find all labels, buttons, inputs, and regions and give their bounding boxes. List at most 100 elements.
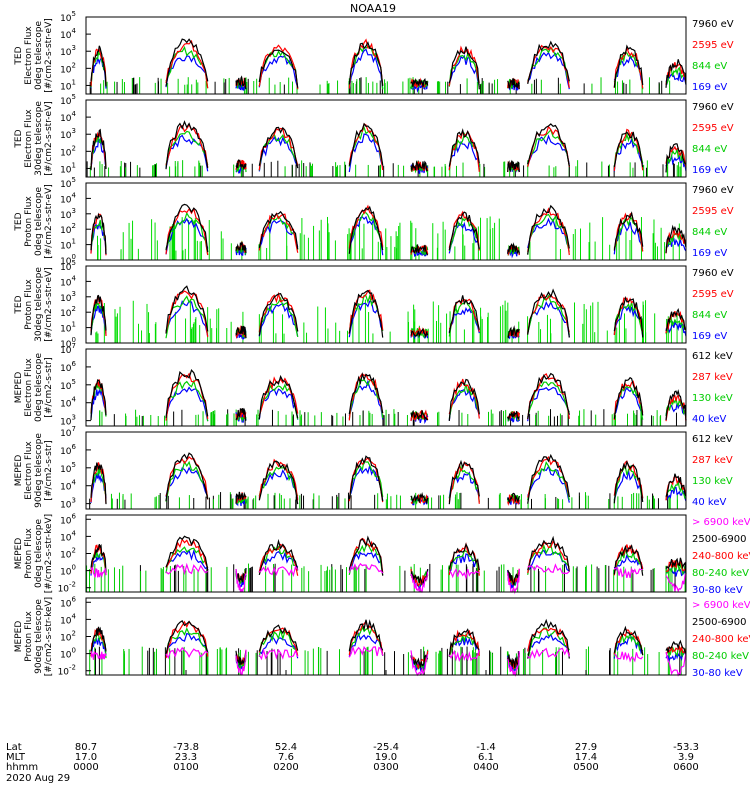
panel-4-series-4-pass-3 <box>235 325 247 339</box>
ytick-exponent: 3 <box>72 207 76 215</box>
ytick-exponent: 5 <box>72 259 76 267</box>
panel-8-series-5-pass-7 <box>448 649 480 662</box>
panel-2-series-1-pass-9 <box>527 134 570 165</box>
panel-3-series-3-pass-7 <box>448 210 480 251</box>
panel-5-ytick-label: 106 <box>60 360 76 374</box>
panel-6-series-4-pass-1 <box>90 462 107 505</box>
panel-1-ytick-label: 103 <box>60 44 76 58</box>
panel-1-ylabel-line: [#/cm2-s-str-eV] <box>44 18 54 93</box>
panel-4-series-4-pass-11 <box>665 307 687 332</box>
panel-4-series-1-pass-10 <box>613 305 644 337</box>
panel-5-series-4-pass-2 <box>165 369 209 418</box>
panel-7-series-5-pass-4 <box>258 565 299 578</box>
panel-2-series-1-pass-2 <box>165 134 209 172</box>
panel-3-ylabel-line: 0deg telescope <box>34 187 44 257</box>
panel-2-series-4-pass-1 <box>90 128 107 171</box>
panel-5-series-4-pass-9 <box>527 372 570 419</box>
panel-3-series-4-pass-3 <box>235 241 247 253</box>
panel-2-series-4-pass-5 <box>348 122 384 166</box>
panel-8-ylabel-line: MEPED <box>14 621 24 653</box>
panel-8-legend-item: > 6900 keV <box>692 600 750 611</box>
panel-4-ytick-label: 104 <box>60 274 76 288</box>
panel-8-data <box>89 618 687 677</box>
panel-6-legend-item: 130 keV <box>692 476 733 487</box>
panel-1-series-4-pass-4 <box>258 49 299 88</box>
panel-5-series-1-pass-4 <box>258 388 299 420</box>
panel-5-series-2-pass-5 <box>348 378 384 419</box>
panel-1: 101 102 103 104 105 TED Electron Flux 0deg tele… <box>14 10 734 95</box>
ytick-exponent: 3 <box>72 290 76 298</box>
panel-2-ylabel-line: TED <box>14 129 24 148</box>
panel-3-series-4-pass-9 <box>527 204 570 255</box>
panel-8-ylabel: MEPED Proton Flux 90deg telescope [#/cm2-s-… <box>14 597 54 676</box>
panel-8-series-5-pass-10 <box>614 651 644 663</box>
panel-5-series-1-pass-5 <box>348 379 384 420</box>
ytick-exponent: 4 <box>72 479 77 487</box>
panel-1-legend-item: 2595 eV <box>692 40 734 51</box>
panel-6-series-2-pass-10 <box>613 465 644 501</box>
panel-8-series-4-pass-3 <box>235 650 247 665</box>
panel-7-series-5-pass-10 <box>613 567 643 579</box>
panel-4-series-3-pass-2 <box>165 290 209 338</box>
x-tick-hhmm: 0200 <box>273 762 298 773</box>
ytick-exponent: 4 <box>72 191 77 199</box>
panel-8-series-5-pass-5 <box>348 645 384 658</box>
panel-1-series-4-pass-1 <box>90 45 107 87</box>
x-tick-hhmm: 0000 <box>73 762 98 773</box>
panel-4-series-1-pass-11 <box>665 320 687 337</box>
panel-1-legend-item: 7960 eV <box>692 19 734 30</box>
panel-5-series-1-pass-1 <box>90 388 107 418</box>
panel-7-series-3-pass-9 <box>527 540 570 574</box>
x-tick-lat: -25.4 <box>373 742 399 753</box>
panel-7-series-5-pass-3 <box>235 568 247 593</box>
panel-1-series-4-pass-10 <box>613 44 644 88</box>
panel-8-series-5-pass-4 <box>258 647 299 661</box>
panel-8-series-4-pass-10 <box>613 625 644 656</box>
x-row-label-mlt: MLT <box>6 752 26 763</box>
panel-6-series-4-pass-2 <box>165 452 209 502</box>
panel-7-series-4-pass-2 <box>165 535 209 571</box>
panel-8-ylabel-line: Proton Flux <box>24 611 34 662</box>
x-tick-mlt: 17.0 <box>75 752 97 763</box>
panel-2-series-4-pass-7 <box>448 128 480 167</box>
panel-6-ylabel: MEPED Electron Flux 90deg telescope [#/cm2-… <box>14 433 54 508</box>
panel-2-series-3-pass-6 <box>410 161 429 172</box>
panel-8-ytick-label: 100 <box>60 647 76 661</box>
panel-6-series-2-pass-2 <box>165 460 209 502</box>
panel-7-series-2-pass-10 <box>613 549 644 573</box>
panel-3-series-4-pass-11 <box>665 224 687 254</box>
ytick-exponent: 4 <box>72 612 77 620</box>
panel-7-series-4-pass-7 <box>448 542 480 571</box>
panel-8-series-4-pass-4 <box>258 624 299 652</box>
panel-8-ytick-label: 104 <box>60 612 76 626</box>
panel-1-series-4-pass-3 <box>235 75 247 90</box>
panel-1-series-4-pass-5 <box>348 41 384 87</box>
panel-5-series-4-pass-7 <box>448 378 480 421</box>
panel-7-data <box>86 535 687 595</box>
panel-3-series-2-pass-5 <box>348 212 384 251</box>
panel-6-ytick-label: 104 <box>60 479 76 493</box>
panel-3-series-3-pass-5 <box>348 204 384 249</box>
panel-5-data <box>90 369 687 426</box>
panel-3-ytick-label: 101 <box>60 238 76 252</box>
panel-7-series-4-pass-4 <box>258 538 299 576</box>
panel-4-series-2-pass-9 <box>527 294 570 336</box>
panel-7-series-3-pass-11 <box>665 559 687 573</box>
panel-8-series-4-pass-8 <box>507 653 520 668</box>
ytick-exponent: 2 <box>72 630 76 638</box>
x-tick-lat: -73.8 <box>173 742 199 753</box>
panel-5-series-4-pass-11 <box>665 389 687 421</box>
ytick-exponent: 0 <box>72 564 76 572</box>
panel-7-ylabel-line: MEPED <box>14 538 24 570</box>
panel-2-ytick-label: 105 <box>60 93 76 107</box>
panel-3-data <box>90 203 687 260</box>
panel-7-series-1-pass-10 <box>613 553 644 571</box>
panel-2-series-4-pass-4 <box>258 126 299 169</box>
panel-7-legend-item: 2500-6900 <box>692 534 747 545</box>
ytick-exponent: 3 <box>72 44 76 52</box>
panel-2-series-4-pass-2 <box>165 120 209 170</box>
panel-1-ylabel-line: 0deg telescope <box>34 21 44 91</box>
